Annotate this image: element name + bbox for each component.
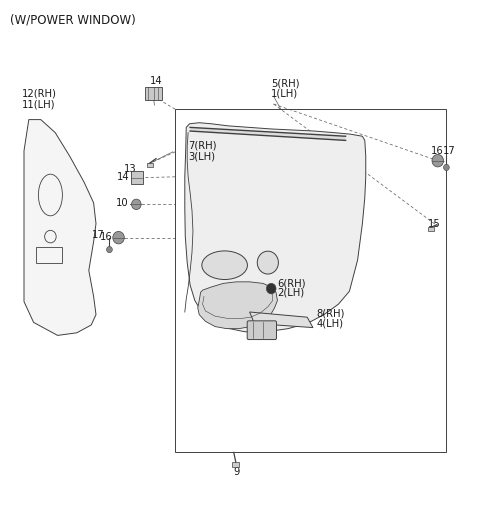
Text: 16: 16 — [431, 146, 444, 156]
Text: 14: 14 — [117, 172, 130, 182]
Polygon shape — [250, 312, 313, 328]
Bar — [131, 171, 143, 184]
Text: 11(LH): 11(LH) — [22, 99, 55, 109]
Bar — [232, 462, 239, 467]
Circle shape — [444, 164, 449, 171]
Polygon shape — [24, 120, 96, 335]
Text: 3(LH): 3(LH) — [188, 151, 215, 161]
Bar — [175, 109, 446, 452]
Text: 17: 17 — [443, 146, 456, 156]
Circle shape — [266, 283, 276, 294]
Text: (W/POWER WINDOW): (W/POWER WINDOW) — [10, 13, 135, 26]
Text: 12(RH): 12(RH) — [22, 88, 57, 99]
Text: 9: 9 — [233, 467, 240, 477]
Text: 1(LH): 1(LH) — [271, 88, 299, 99]
Text: 15: 15 — [428, 218, 441, 229]
Bar — [36, 247, 62, 263]
Polygon shape — [198, 282, 277, 329]
Text: 10: 10 — [116, 198, 129, 208]
Text: 17: 17 — [92, 230, 105, 240]
Circle shape — [432, 154, 444, 167]
Text: 4(LH): 4(LH) — [317, 318, 344, 329]
Text: 5(RH): 5(RH) — [271, 78, 300, 88]
Bar — [145, 87, 162, 100]
Text: 8(RH): 8(RH) — [317, 308, 345, 318]
Bar — [147, 163, 153, 167]
Text: 14: 14 — [150, 75, 163, 86]
Text: 7(RH): 7(RH) — [188, 140, 216, 151]
Circle shape — [107, 246, 112, 253]
Polygon shape — [185, 123, 366, 332]
Bar — [428, 227, 434, 231]
Text: 2(LH): 2(LH) — [277, 288, 305, 298]
Text: 6(RH): 6(RH) — [277, 278, 306, 289]
Text: 13: 13 — [124, 164, 137, 174]
Ellipse shape — [202, 251, 248, 280]
FancyBboxPatch shape — [247, 321, 276, 340]
Circle shape — [257, 251, 278, 274]
Text: 16: 16 — [100, 231, 113, 242]
Circle shape — [132, 199, 141, 210]
Circle shape — [113, 231, 124, 244]
